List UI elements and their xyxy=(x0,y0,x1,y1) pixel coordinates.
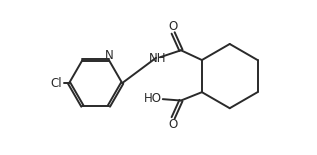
Text: O: O xyxy=(169,117,178,131)
Text: NH: NH xyxy=(149,52,166,65)
Text: N: N xyxy=(105,49,113,62)
Text: Cl: Cl xyxy=(50,77,62,90)
Text: HO: HO xyxy=(144,92,162,105)
Text: O: O xyxy=(169,20,178,33)
